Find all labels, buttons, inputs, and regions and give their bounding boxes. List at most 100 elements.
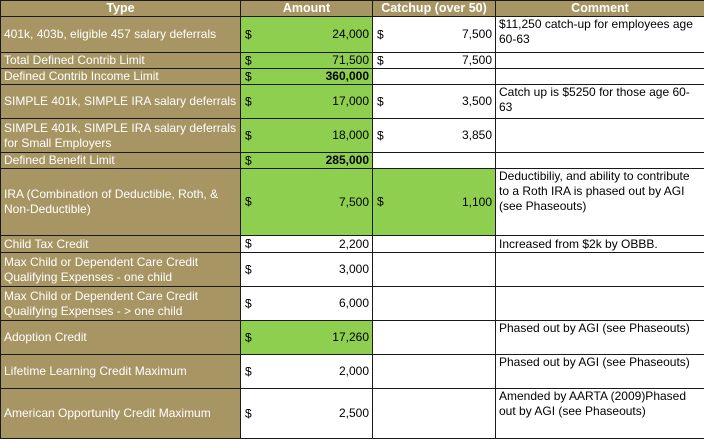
currency-symbol: $ [245, 153, 252, 168]
amount-cell[interactable]: $3,000 [240, 252, 373, 287]
type-cell[interactable]: Child Tax Credit [0, 235, 241, 253]
table-row: IRA (Combination of Deductible, Roth, & … [0, 168, 704, 236]
table-row: Defined Contrib Income Limit $360,000 [0, 68, 704, 85]
comment-cell[interactable]: Catch up is $5250 for those age 60-63 [495, 84, 704, 119]
table-row: American Opportunity Credit Maximum $2,5… [0, 388, 704, 439]
catchup-value: 3,500 [461, 94, 492, 108]
type-cell[interactable]: Defined Benefit Limit [0, 152, 241, 169]
comment-cell[interactable]: Increased from $2k by OBBB. [495, 235, 704, 253]
amount-value: 17,260 [332, 330, 369, 344]
catchup-cell[interactable]: $7,500 [372, 52, 496, 69]
type-cell[interactable]: SIMPLE 401k, SIMPLE IRA salary deferrals [0, 84, 241, 119]
catchup-cell[interactable] [372, 68, 496, 85]
table-row: SIMPLE 401k, SIMPLE IRA salary deferrals… [0, 84, 704, 119]
catchup-cell[interactable]: $3,850 [372, 118, 496, 153]
amount-cell[interactable]: $2,500 [240, 388, 373, 439]
catchup-cell[interactable] [372, 235, 496, 253]
comment-cell[interactable]: Deductibiliy, and ability to contribute … [495, 168, 704, 236]
table-row: Adoption Credit $17,260 Phased out by AG… [0, 320, 704, 355]
catchup-cell[interactable] [372, 252, 496, 287]
amount-value: 71,500 [332, 53, 369, 68]
currency-symbol: $ [245, 128, 252, 142]
table-row: 401k, 403b, eligible 457 salary deferral… [0, 16, 704, 53]
table-row: Defined Benefit Limit $285,000 [0, 152, 704, 169]
currency-symbol: $ [245, 262, 252, 276]
amount-cell[interactable]: $71,500 [240, 52, 373, 69]
catchup-value: 3,850 [461, 128, 492, 142]
currency-symbol: $ [245, 53, 252, 68]
catchup-cell[interactable] [372, 152, 496, 169]
comment-cell[interactable] [495, 152, 704, 169]
table-row: Max Child or Dependent Care Credit Quali… [0, 286, 704, 321]
comment-cell[interactable]: Phased out by AGI (see Phaseouts) [495, 320, 704, 355]
currency-symbol: $ [245, 69, 252, 84]
currency-symbol: $ [245, 27, 252, 41]
catchup-cell[interactable]: $1,100 [372, 168, 496, 236]
comment-cell[interactable]: Phased out by AGI (see Phaseouts) [495, 354, 704, 389]
amount-cell[interactable]: $6,000 [240, 286, 373, 321]
comment-cell[interactable]: $11,250 catch-up for employees age 60-63 [495, 16, 704, 53]
currency-symbol: $ [377, 94, 384, 108]
amount-value: 18,000 [332, 128, 369, 142]
type-cell[interactable]: 401k, 403b, eligible 457 salary deferral… [0, 16, 241, 53]
type-cell[interactable]: Max Child or Dependent Care Credit Quali… [0, 286, 241, 321]
amount-cell[interactable]: $2,000 [240, 354, 373, 389]
amount-cell[interactable]: $17,000 [240, 84, 373, 119]
type-cell[interactable]: Defined Contrib Income Limit [0, 68, 241, 85]
type-cell[interactable]: Adoption Credit [0, 320, 241, 355]
amount-value: 360,000 [325, 69, 369, 84]
amount-value: 2,200 [338, 236, 369, 251]
currency-symbol: $ [245, 330, 252, 344]
header-catchup: Catchup (over 50) [372, 0, 496, 17]
currency-symbol: $ [377, 128, 384, 142]
comment-cell[interactable] [495, 286, 704, 321]
type-cell[interactable]: Total Defined Contrib Limit [0, 52, 241, 69]
currency-symbol: $ [245, 406, 252, 420]
amount-cell[interactable]: $285,000 [240, 152, 373, 169]
header-row: Type Amount Catchup (over 50) Comment [0, 0, 704, 17]
currency-symbol: $ [245, 194, 252, 209]
table-row: Lifetime Learning Credit Maximum $2,000 … [0, 354, 704, 389]
amount-value: 285,000 [325, 153, 369, 168]
amount-cell[interactable]: $24,000 [240, 16, 373, 53]
table-row: SIMPLE 401k, SIMPLE IRA salary deferrals… [0, 118, 704, 153]
type-cell[interactable]: IRA (Combination of Deductible, Roth, & … [0, 168, 241, 236]
type-cell[interactable]: Lifetime Learning Credit Maximum [0, 354, 241, 389]
catchup-cell[interactable] [372, 320, 496, 355]
type-cell[interactable]: American Opportunity Credit Maximum [0, 388, 241, 439]
table-row: Child Tax Credit $2,200 Increased from $… [0, 235, 704, 253]
table-row: Max Child or Dependent Care Credit Quali… [0, 252, 704, 287]
currency-symbol: $ [245, 364, 252, 378]
amount-cell[interactable]: $360,000 [240, 68, 373, 85]
currency-symbol: $ [245, 296, 252, 310]
comment-cell[interactable] [495, 118, 704, 153]
catchup-value: 1,100 [461, 194, 492, 209]
amount-value: 6,000 [338, 296, 369, 310]
catchup-cell[interactable]: $3,500 [372, 84, 496, 119]
catchup-cell[interactable] [372, 388, 496, 439]
currency-symbol: $ [377, 194, 384, 209]
comment-cell[interactable] [495, 68, 704, 85]
amount-cell[interactable]: $17,260 [240, 320, 373, 355]
amount-value: 7,500 [338, 194, 369, 209]
amount-cell[interactable]: $7,500 [240, 168, 373, 236]
amount-value: 24,000 [332, 27, 369, 41]
amount-value: 17,000 [332, 94, 369, 108]
catchup-cell[interactable] [372, 286, 496, 321]
comment-cell[interactable]: Amended by AARTA (2009)Phased out by AGI… [495, 388, 704, 439]
table-row: Total Defined Contrib Limit $71,500 $7,5… [0, 52, 704, 69]
type-cell[interactable]: SIMPLE 401k, SIMPLE IRA salary deferrals… [0, 118, 241, 153]
amount-value: 2,500 [338, 406, 369, 420]
catchup-cell[interactable] [372, 354, 496, 389]
comment-cell[interactable] [495, 52, 704, 69]
amount-cell[interactable]: $18,000 [240, 118, 373, 153]
currency-symbol: $ [377, 53, 384, 68]
type-cell[interactable]: Max Child or Dependent Care Credit Quali… [0, 252, 241, 287]
header-amount: Amount [240, 0, 373, 17]
amount-cell[interactable]: $2,200 [240, 235, 373, 253]
comment-cell[interactable] [495, 252, 704, 287]
header-type: Type [0, 0, 241, 17]
header-comment: Comment [495, 0, 704, 17]
catchup-cell[interactable]: $7,500 [372, 16, 496, 53]
